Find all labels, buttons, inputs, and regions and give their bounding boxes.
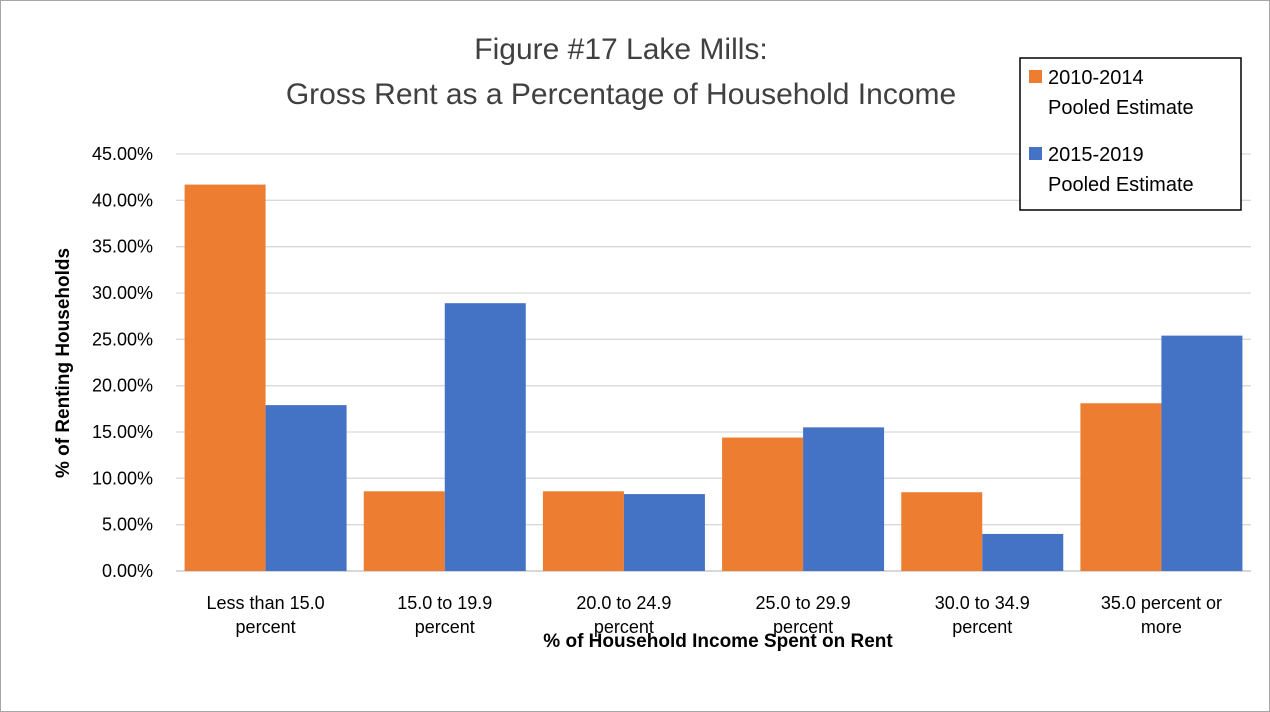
legend: 2010-2014 Pooled Estimate 2015-2019 Pool… bbox=[1019, 57, 1242, 211]
legend-swatch-series-1 bbox=[1029, 70, 1042, 83]
bar-series-2 bbox=[444, 303, 526, 571]
y-axis-title: % of Renting Households bbox=[53, 248, 74, 478]
legend-box bbox=[1019, 57, 1242, 211]
legend-label-series-2-line-1: 2015-2019 bbox=[1048, 144, 1144, 166]
y-tick-label: 0.00% bbox=[102, 561, 153, 581]
bar-series-1 bbox=[542, 491, 624, 571]
legend-label-series-1-line-1: 2010-2014 bbox=[1048, 67, 1144, 89]
x-axis-tick-labels: Less than 15.0 percent 15.0 to 19.9 percent… bbox=[207, 593, 1222, 637]
bars bbox=[184, 184, 1243, 571]
bar-series-1 bbox=[901, 492, 983, 571]
y-tick-label: 10.00% bbox=[92, 468, 153, 488]
x-tick-label: 20.0 to 24.9 bbox=[576, 593, 671, 613]
chart-title-line-1: Figure #17 Lake Mills: bbox=[474, 33, 767, 66]
chart-title-line-2: Gross Rent as a Percentage of Household … bbox=[286, 78, 956, 111]
y-tick-label: 30.00% bbox=[92, 283, 153, 303]
x-tick-label: 30.0 to 34.9 bbox=[935, 593, 1030, 613]
bar-series-2 bbox=[623, 494, 705, 571]
x-tick-label: percent bbox=[415, 617, 475, 637]
bar-series-2 bbox=[982, 533, 1064, 571]
x-tick-label: percent bbox=[773, 617, 833, 637]
bar-series-2 bbox=[1161, 335, 1243, 571]
bar-series-2 bbox=[803, 427, 885, 571]
y-tick-label: 45.00% bbox=[92, 144, 153, 164]
y-tick-label: 5.00% bbox=[102, 515, 153, 535]
y-tick-label: 35.00% bbox=[92, 237, 153, 257]
y-tick-label: 20.00% bbox=[92, 376, 153, 396]
chart-title: Figure #17 Lake Mills: Gross Rent as a P… bbox=[286, 33, 956, 111]
x-tick-label: 35.0 percent or bbox=[1101, 593, 1222, 613]
bar-series-2 bbox=[265, 405, 347, 571]
x-tick-label: 25.0 to 29.9 bbox=[756, 593, 851, 613]
legend-label-series-2-line-2: Pooled Estimate bbox=[1048, 174, 1194, 196]
bar-series-1 bbox=[184, 184, 266, 571]
y-tick-label: 40.00% bbox=[92, 190, 153, 210]
bar-series-1 bbox=[1080, 403, 1162, 571]
legend-swatch-series-2 bbox=[1029, 147, 1042, 160]
x-axis-title: % of Household Income Spent on Rent bbox=[543, 631, 893, 652]
x-tick-label: more bbox=[1141, 617, 1182, 637]
x-tick-label: 15.0 to 19.9 bbox=[397, 593, 492, 613]
x-tick-label: percent bbox=[594, 617, 654, 637]
x-tick-label: Less than 15.0 bbox=[207, 593, 325, 613]
x-tick-label: percent bbox=[236, 617, 296, 637]
bar-series-1 bbox=[722, 437, 804, 571]
legend-label-series-1-line-2: Pooled Estimate bbox=[1048, 97, 1194, 119]
y-tick-label: 25.00% bbox=[92, 329, 153, 349]
x-tick-label: percent bbox=[952, 617, 1012, 637]
y-axis-tick-labels: 0.00% 5.00% 10.00% 15.00% 20.00% 25.00% 30.00%… bbox=[92, 144, 153, 581]
bar-series-1 bbox=[363, 491, 445, 571]
y-tick-label: 15.00% bbox=[92, 422, 153, 442]
